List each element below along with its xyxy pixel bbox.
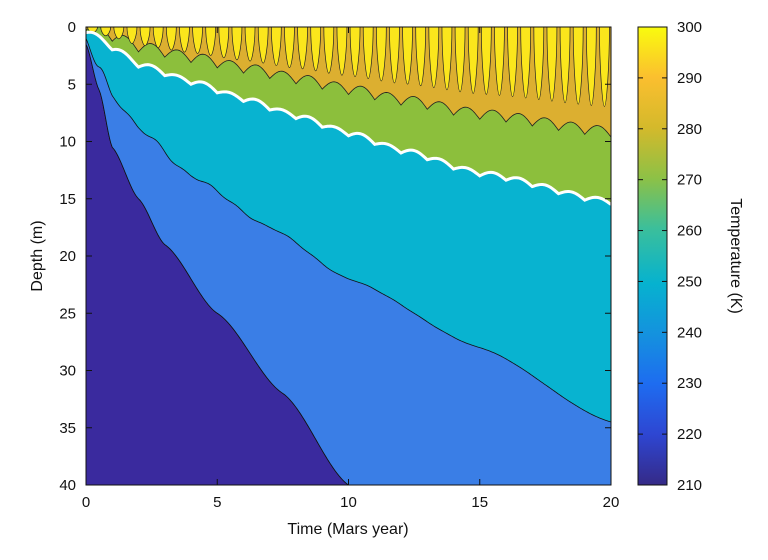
seasonal-lobe-27 (441, 27, 453, 91)
isoline-260K (86, 30, 611, 206)
y-axis-label: Depth (m) (29, 220, 46, 291)
seasonal-lobe-22 (375, 27, 387, 82)
x-tick-label: 0 (82, 494, 90, 511)
y-axis-ticks: 0 5 10 15 20 25 30 35 40 (59, 19, 611, 494)
y-tick-label: 40 (59, 477, 76, 494)
contour-plot (86, 27, 611, 485)
y-tick-label: 35 (59, 420, 76, 437)
seasonal-lobe-5 (152, 27, 164, 49)
seasonal-lobe-29 (467, 27, 479, 94)
seasonal-lobe-15 (284, 27, 295, 68)
seasonal-lobe-36 (559, 27, 571, 104)
seasonal-lobe-25 (415, 27, 427, 87)
colorbar-tick-label: 270 (677, 172, 702, 189)
seasonal-lobe-3 (126, 27, 138, 44)
colorbar-tick-label: 260 (677, 223, 702, 240)
y-tick-label: 5 (68, 76, 76, 93)
x-axis-label: Time (Mars year) (287, 521, 408, 538)
seasonal-lobe-32 (507, 27, 518, 97)
seasonal-lobe-26 (428, 27, 440, 89)
colorbar-tick-label: 220 (677, 426, 702, 443)
seasonal-lobe-31 (494, 27, 505, 96)
seasonal-lobe-37 (572, 27, 584, 105)
seasonal-lobe-34 (533, 27, 545, 100)
seasonal-lobe-38 (585, 27, 597, 106)
seasonal-lobe-16 (297, 27, 308, 70)
x-tick-label: 20 (603, 494, 620, 511)
y-tick-label: 20 (59, 248, 76, 265)
seasonal-lobe-17 (310, 27, 322, 72)
seasonal-lobe-19 (336, 27, 348, 76)
colorbar (637, 26, 668, 486)
seasonal-lobes (87, 27, 610, 107)
seasonal-lobe-13 (257, 27, 269, 64)
colorbar-ticks: 210 220 230 240 250 260 270 280 290 300 (638, 19, 702, 494)
seasonal-lobe-35 (546, 27, 558, 102)
region-220-240K (86, 27, 611, 485)
x-tick-label: 5 (213, 494, 221, 511)
seasonal-lobe-39 (599, 27, 610, 107)
seasonal-lobe-2 (113, 27, 125, 40)
seasonal-lobe-14 (270, 27, 282, 66)
region-270-285K (86, 27, 611, 138)
seasonal-lobe-12 (244, 27, 256, 62)
seasonal-lobe-18 (323, 27, 335, 74)
colorbar-tick-label: 230 (677, 375, 702, 392)
seasonal-lobe-28 (454, 27, 466, 93)
y-tick-label: 10 (59, 134, 76, 151)
colorbar-label: Temperature (K) (727, 198, 744, 314)
seasonal-lobe-9 (205, 27, 217, 56)
colorbar-tick-label: 240 (677, 324, 702, 341)
x-axis-ticks: 0 5 10 15 20 (82, 27, 620, 511)
seasonal-lobe-23 (389, 27, 400, 84)
colorbar-tick-label: 210 (677, 477, 702, 494)
colorbar-tick-label: 290 (677, 70, 702, 87)
y-tick-label: 0 (68, 19, 76, 36)
colorbar-tick-label: 280 (677, 121, 702, 138)
seasonal-lobe-7 (179, 27, 190, 53)
seasonal-lobe-4 (139, 27, 151, 47)
x-tick-label: 15 (471, 494, 488, 511)
x-tick-label: 10 (340, 494, 357, 511)
colorbar-tick-label: 250 (677, 273, 702, 290)
seasonal-lobe-33 (520, 27, 532, 99)
seasonal-lobe-1 (100, 27, 112, 37)
y-tick-label: 25 (59, 305, 76, 322)
seasonal-lobe-6 (165, 27, 177, 51)
seasonal-lobe-10 (218, 27, 230, 59)
seasonal-lobe-21 (362, 27, 374, 79)
seasonal-lobe-30 (480, 27, 492, 95)
seasonal-lobe-8 (192, 27, 203, 54)
y-tick-label: 15 (59, 191, 76, 208)
y-tick-label: 30 (59, 363, 76, 380)
seasonal-lobe-11 (231, 27, 243, 61)
colorbar-tick-label: 300 (677, 19, 702, 36)
seasonal-lobe-20 (349, 27, 361, 77)
seasonal-lobe-24 (402, 27, 413, 85)
